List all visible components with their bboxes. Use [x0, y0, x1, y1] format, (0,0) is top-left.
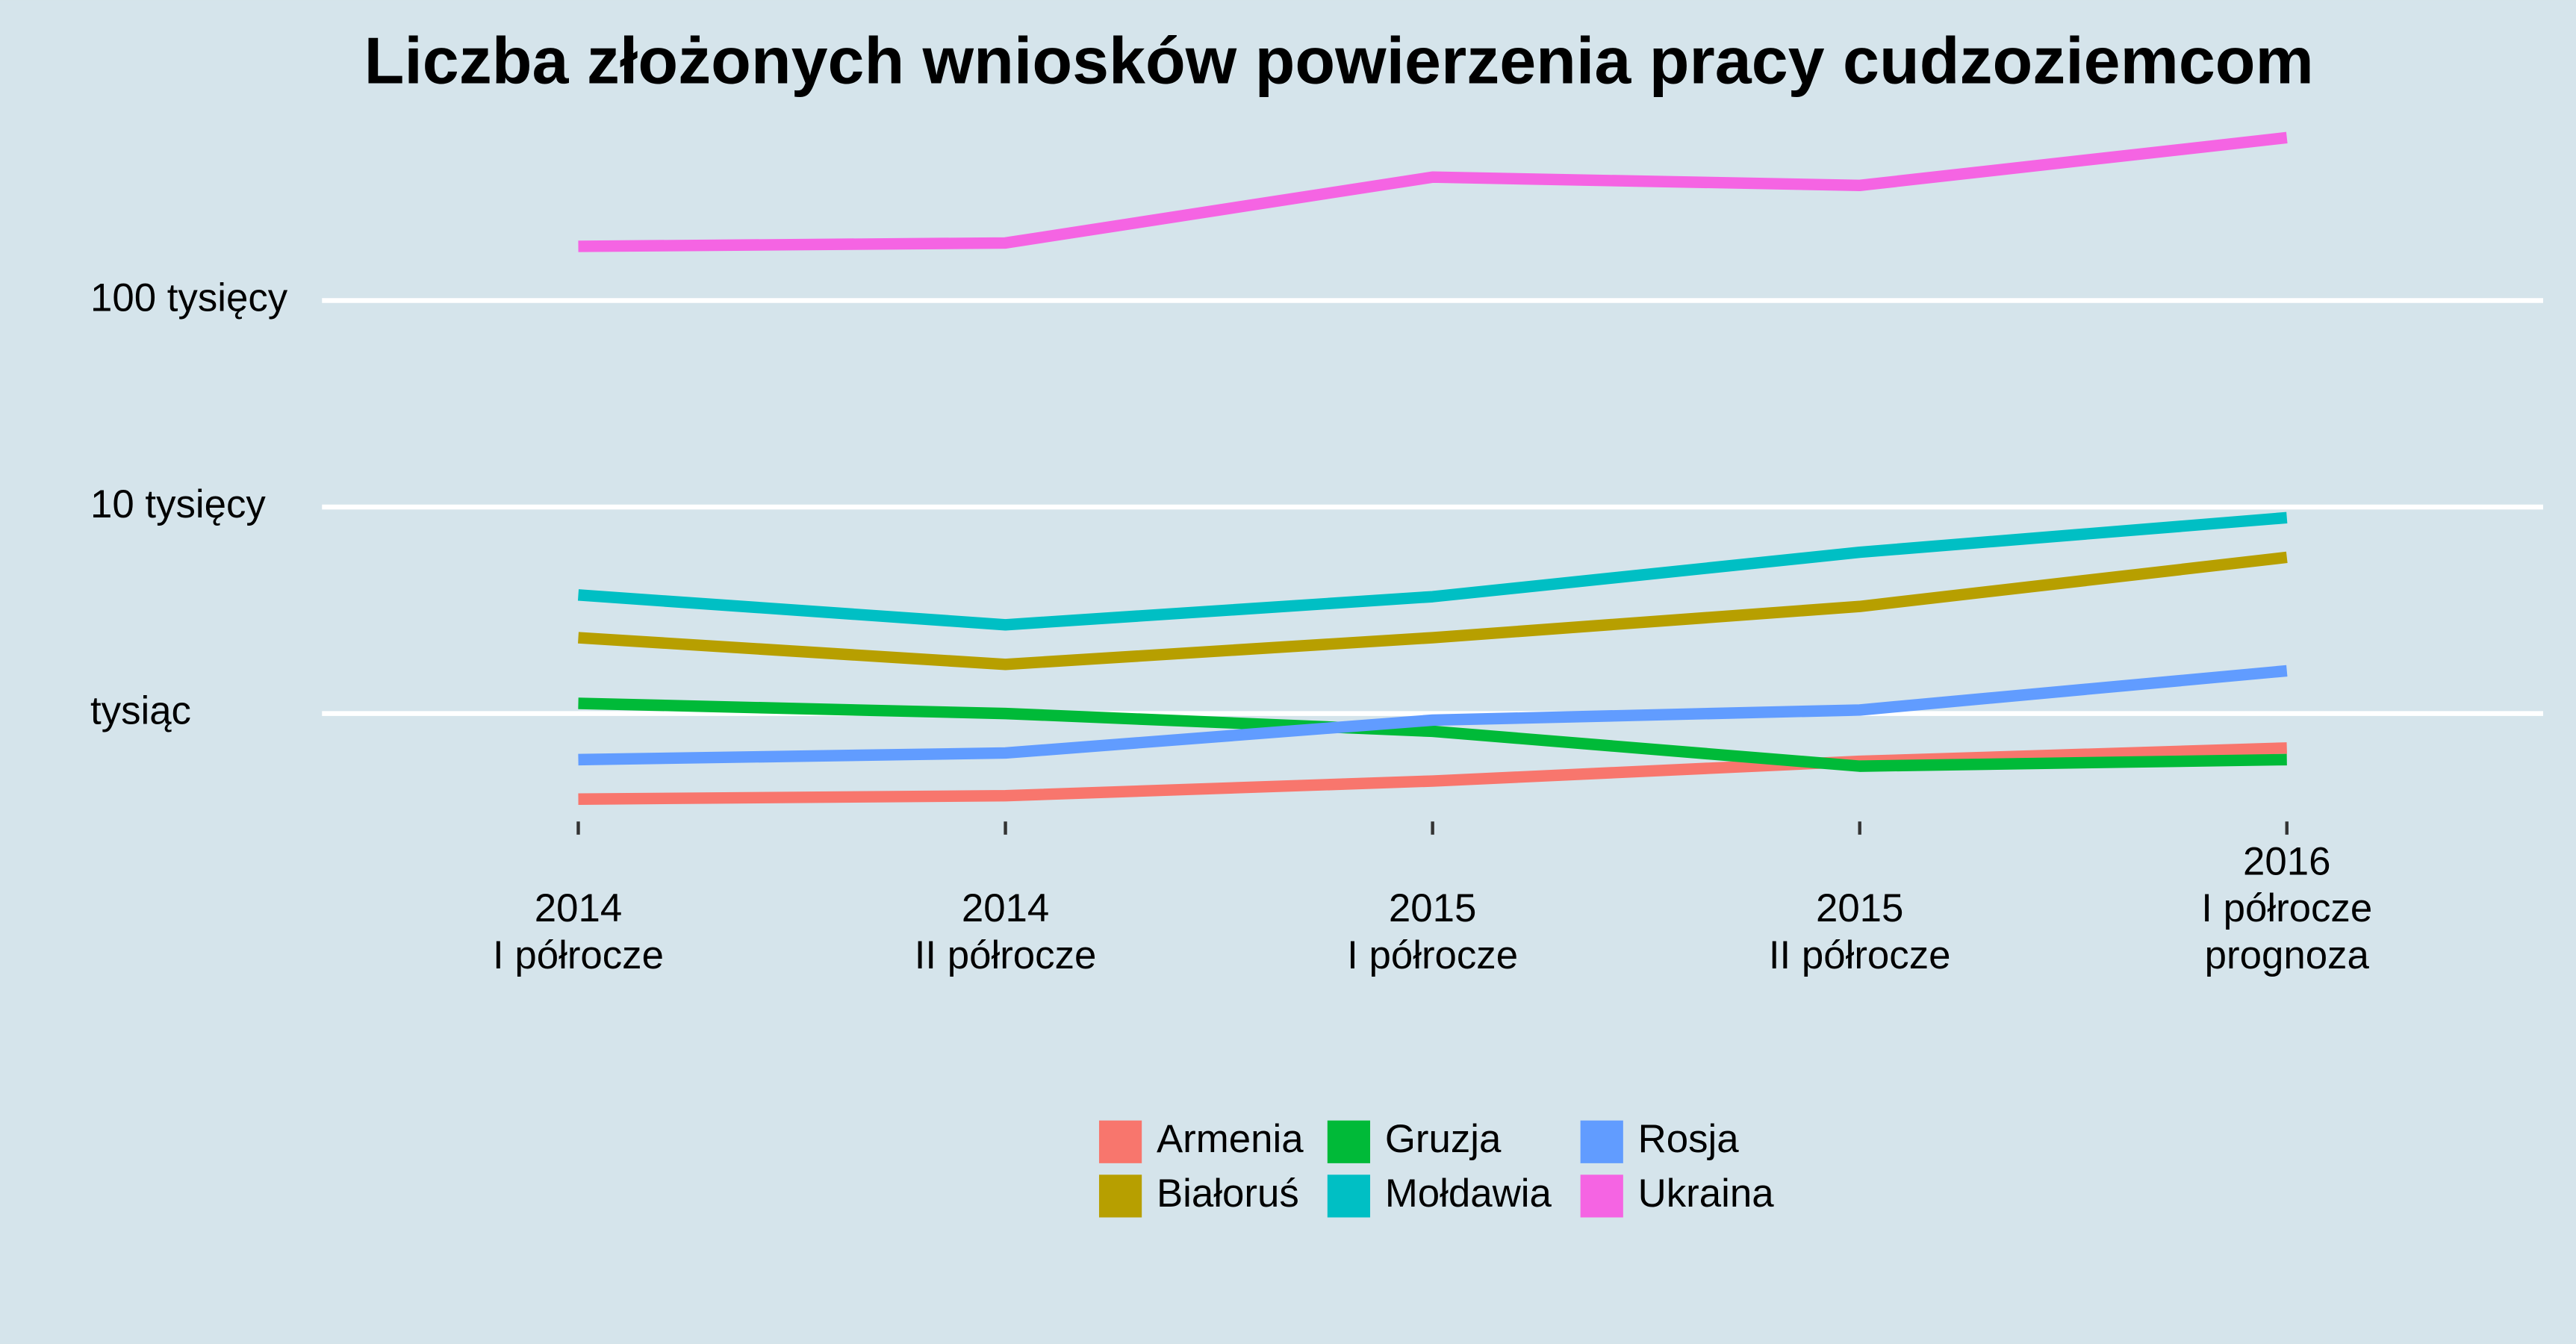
- series-line: [578, 551, 2288, 671]
- x-tick-label: prognoza: [2205, 933, 2370, 977]
- x-tick-label: 2015: [1816, 886, 1903, 930]
- x-tick-label: II półrocze: [1769, 933, 1951, 977]
- chart-title: Liczba złożonych wniosków powierzenia pr…: [364, 23, 2314, 97]
- legend-label: Gruzja: [1385, 1117, 1502, 1161]
- series-line: [578, 697, 2287, 772]
- legend-label: Armenia: [1157, 1117, 1304, 1161]
- y-tick-label: 10 tysięcy: [90, 482, 266, 526]
- x-tick-label: 2014: [962, 886, 1049, 930]
- legend-label: Mołdawia: [1385, 1172, 1552, 1216]
- x-tick-label: I półrocze: [1347, 933, 1518, 977]
- x-tick-label: 2016: [2243, 839, 2330, 883]
- series-line: [578, 665, 2288, 766]
- x-tick-label: I półrocze: [493, 933, 664, 977]
- legend-swatch: [1098, 1120, 1142, 1163]
- series-line: [578, 131, 2288, 252]
- legend-swatch: [1327, 1175, 1371, 1218]
- legend-label: Ukraina: [1638, 1172, 1775, 1216]
- legend-label: Rosja: [1638, 1117, 1740, 1161]
- x-tick-label: 2015: [1389, 886, 1476, 930]
- y-tick-label: 100 tysięcy: [90, 276, 288, 320]
- legend-swatch: [1098, 1175, 1142, 1218]
- series-line: [577, 511, 2288, 631]
- legend-label: Białoruś: [1157, 1172, 1299, 1216]
- legend-swatch: [1580, 1120, 1623, 1163]
- series-line: [578, 742, 2287, 805]
- legend-swatch: [1580, 1175, 1623, 1218]
- x-tick-label: 2014: [535, 886, 622, 930]
- y-tick-label: tysiąc: [90, 689, 191, 733]
- x-tick-label: I półrocze: [2201, 886, 2372, 930]
- legend-swatch: [1327, 1120, 1371, 1163]
- x-tick-label: II półrocze: [915, 933, 1097, 977]
